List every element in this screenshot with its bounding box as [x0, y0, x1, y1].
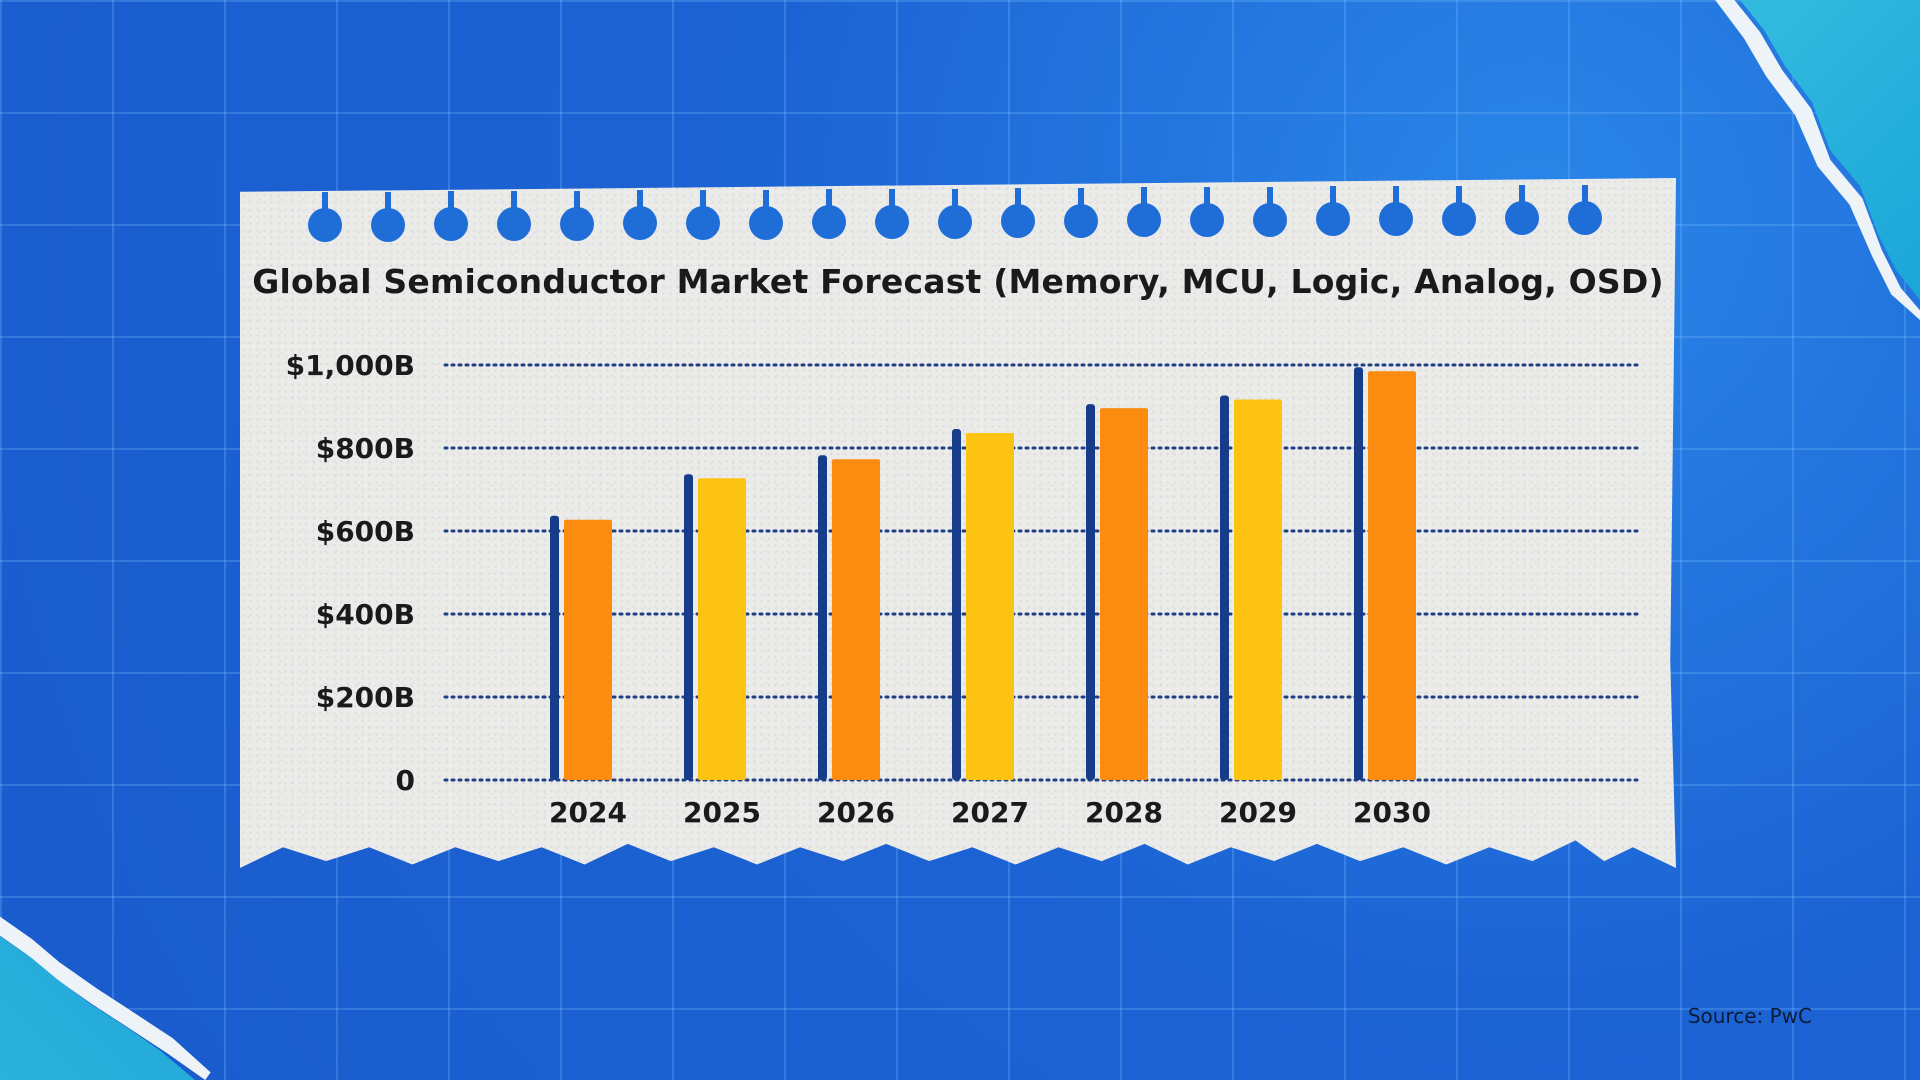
binder-hole [1064, 187, 1098, 238]
binder-hole [1505, 185, 1539, 236]
binder-hole [1190, 187, 1224, 238]
binder-hole [1001, 188, 1035, 239]
bar [832, 459, 880, 780]
binder-hole [560, 190, 594, 241]
x-tick-label: 2029 [1219, 796, 1297, 829]
bar-shadow [1086, 404, 1095, 780]
binder-hole [1379, 186, 1413, 237]
binder-hole [1442, 185, 1476, 236]
y-tick-label: $200B [316, 681, 415, 714]
binder-holes [308, 185, 1608, 242]
y-tick-label: $600B [316, 515, 415, 548]
y-tick-label: $400B [316, 598, 415, 631]
bar-shadow [550, 515, 559, 780]
binder-hole [371, 191, 405, 242]
binder-hole [308, 192, 342, 242]
bar [564, 519, 612, 780]
bar-shadow [1354, 367, 1363, 780]
x-tick-label: 2026 [817, 796, 895, 829]
chart-title: Global Semiconductor Market Forecast (Me… [252, 262, 1664, 301]
bar [1368, 371, 1416, 780]
binder-hole [875, 188, 909, 239]
y-tick-label: $1,000B [286, 349, 415, 382]
binder-hole [1316, 186, 1350, 237]
y-tick-label: 0 [396, 764, 415, 797]
bar [1100, 408, 1148, 780]
binder-hole [434, 191, 468, 242]
binder-hole [623, 190, 657, 241]
source-caption: Source: PwC [1687, 1004, 1812, 1028]
binder-hole [812, 189, 846, 240]
bar-shadow [818, 455, 827, 780]
bar [966, 433, 1014, 780]
binder-hole [1253, 186, 1287, 237]
bar-shadow [1220, 395, 1229, 780]
x-tick-label: 2027 [951, 796, 1029, 829]
binder-hole [749, 189, 783, 240]
bar-shadow [952, 429, 961, 780]
binder-hole [1127, 187, 1161, 238]
bar [1234, 399, 1282, 780]
y-tick-label: $800B [316, 432, 415, 465]
bar [698, 478, 746, 780]
binder-hole [497, 190, 531, 241]
x-tick-label: 2024 [549, 796, 627, 829]
binder-hole [686, 189, 720, 240]
x-tick-label: 2025 [683, 796, 761, 829]
x-tick-label: 2028 [1085, 796, 1163, 829]
x-tick-label: 2030 [1353, 796, 1431, 829]
binder-hole [938, 188, 972, 239]
bar-shadow [684, 474, 693, 780]
binder-hole [1568, 185, 1602, 235]
